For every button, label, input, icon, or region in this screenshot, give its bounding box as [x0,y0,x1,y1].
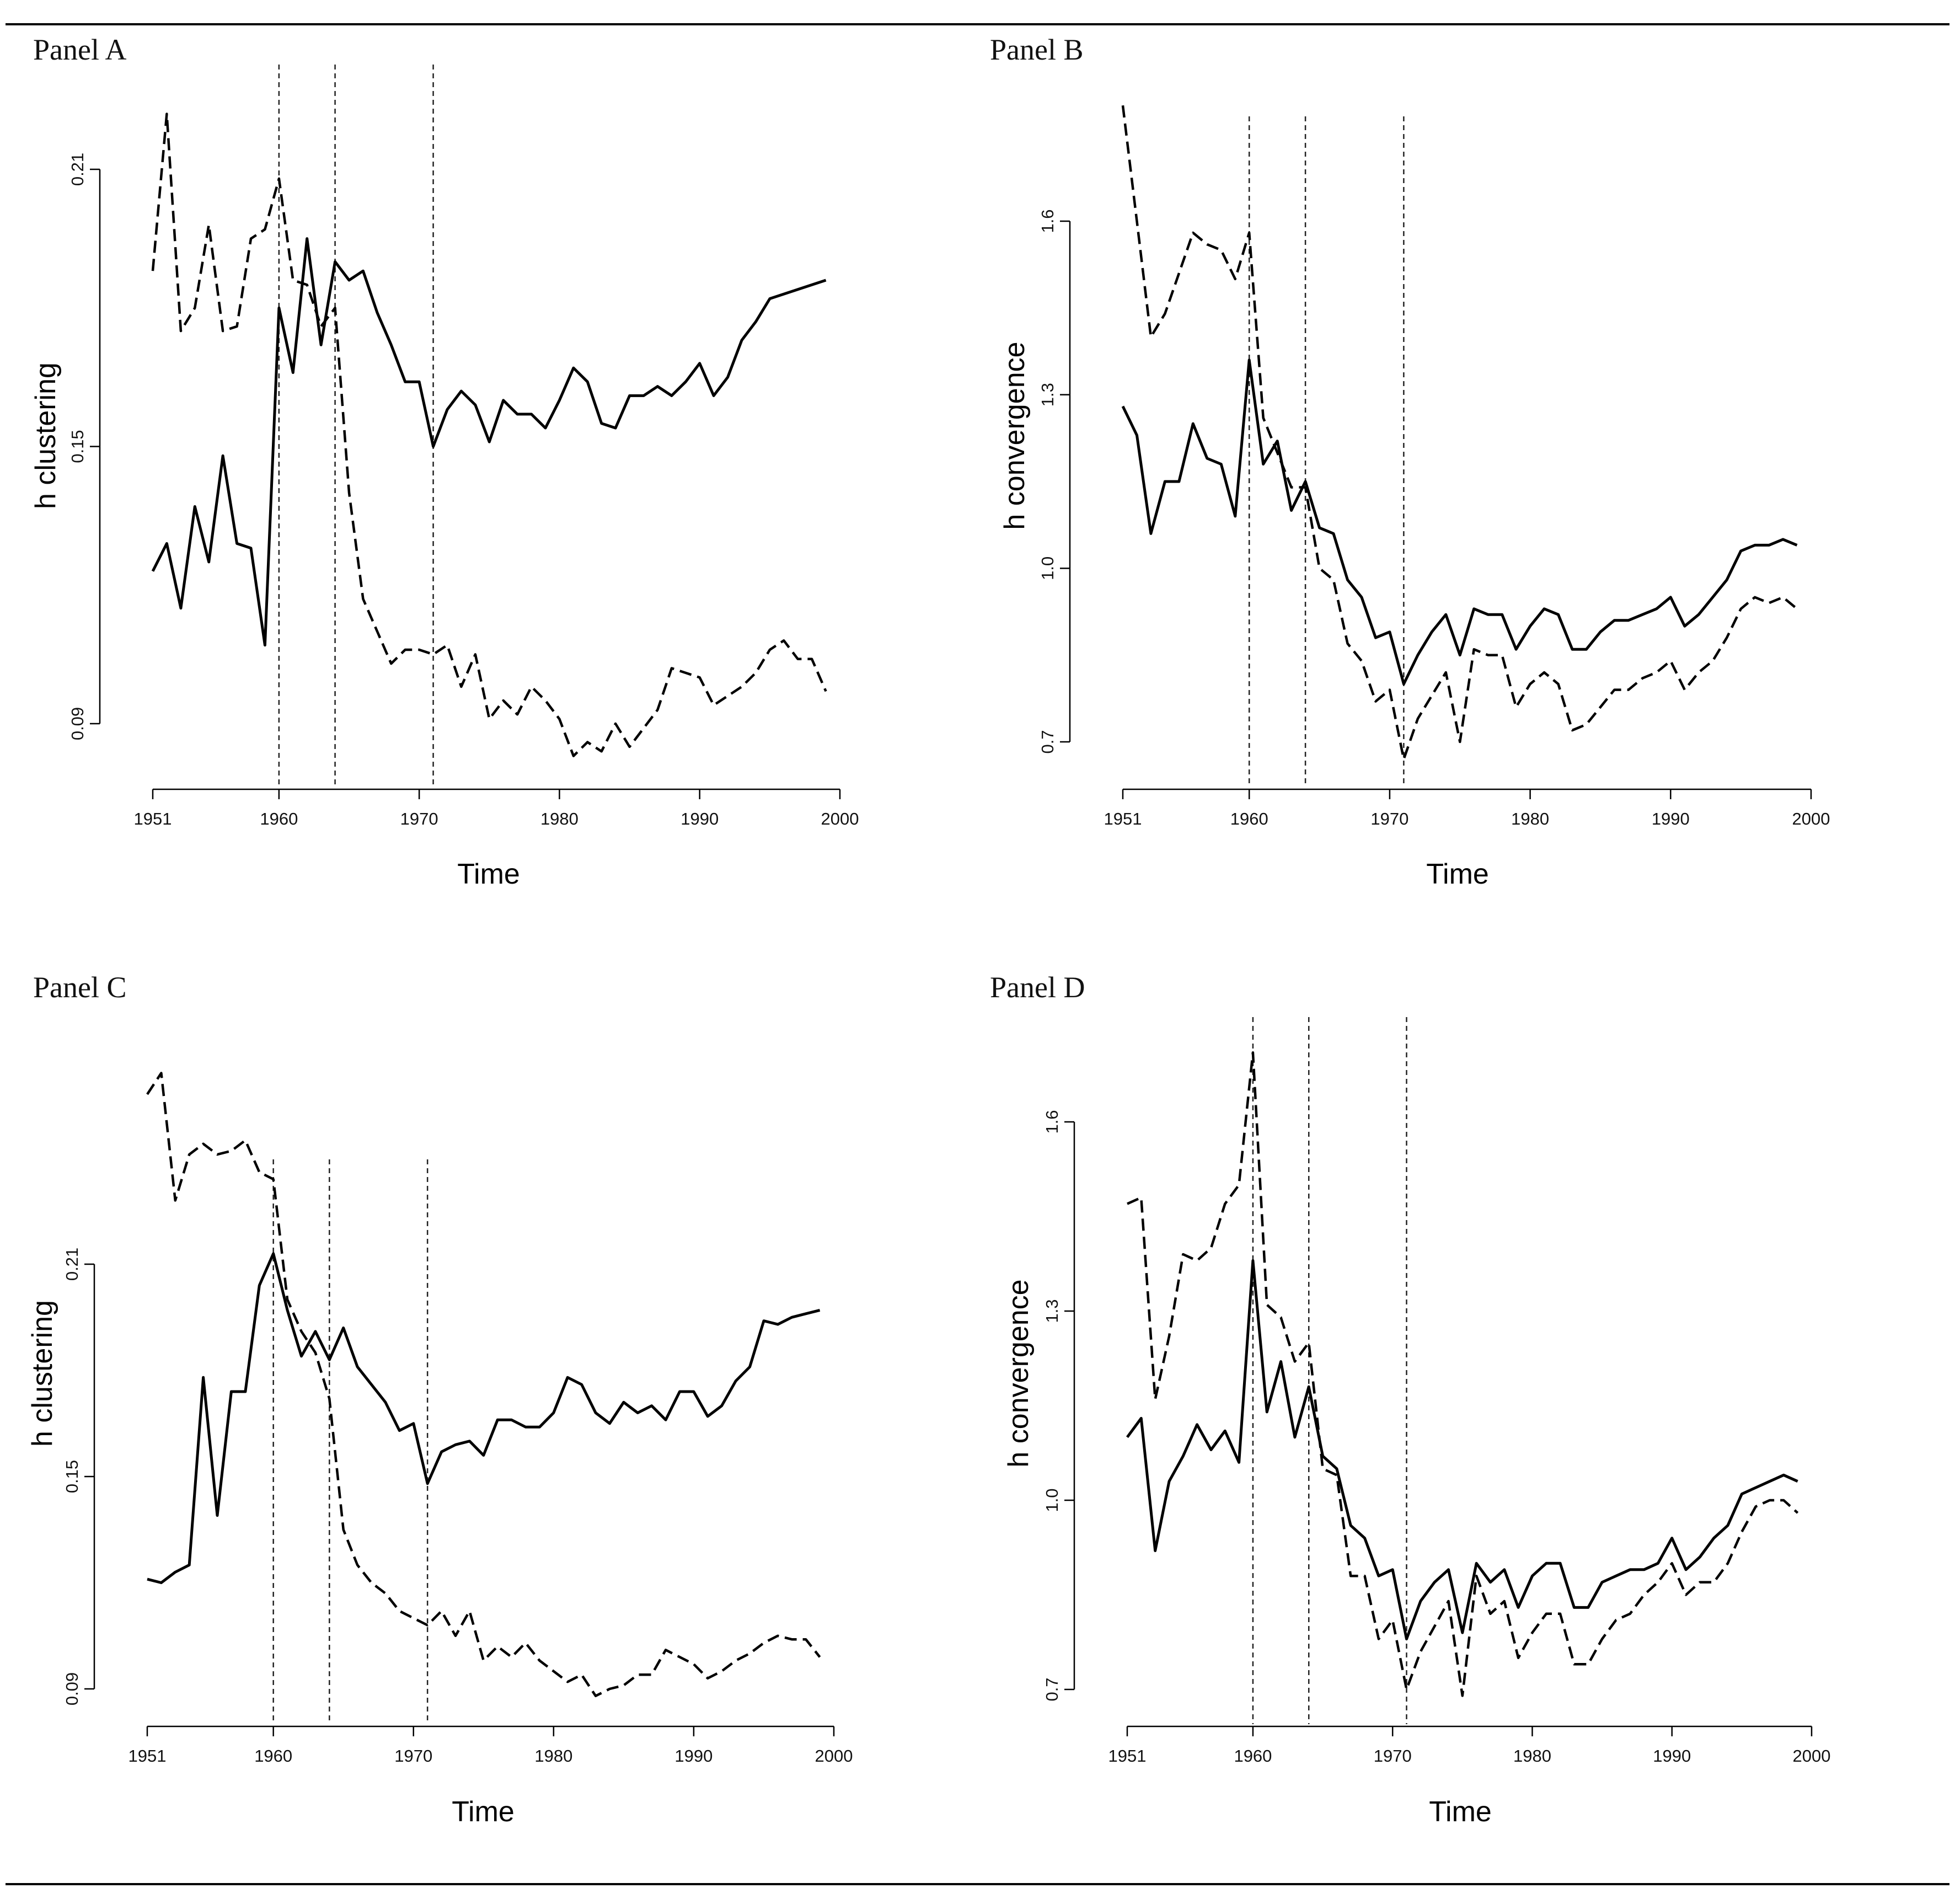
series-line-solid [1121,359,1798,686]
x-tick-label: 1951 [1108,1746,1147,1766]
y-tick-label: 0.15 [62,1460,82,1493]
x-tick-label: 1960 [1234,1746,1272,1766]
x-axis-title: Time [457,858,520,890]
series-line-dashed [1121,105,1798,761]
x-tick-label: 1960 [260,809,298,828]
x-tick-label: 2000 [821,809,859,828]
panel-label: Panel A [33,33,127,66]
vertical-reference-lines [1248,116,1405,787]
y-tick-label: 0.7 [1042,1677,1062,1701]
x-tick-label: 1970 [394,1746,432,1766]
x-tick-label: 1970 [1374,1746,1412,1766]
series-layer [151,113,827,757]
x-tick-label: 1980 [1511,809,1549,828]
x-tick-label: 1960 [254,1746,292,1766]
panel-label: Panel C [33,971,127,1004]
vertical-reference-lines [272,1159,429,1724]
y-tick-label: 0.09 [68,707,87,740]
axes: 1951 1960 1970 1980 1990 2000 0.09 0.15 0.21 [68,153,859,828]
x-tick-label: 1960 [1230,809,1268,828]
y-tick-label: 1.0 [1038,557,1057,580]
series-line-solid [151,237,827,647]
y-axis-title: h convergence [1003,1279,1035,1467]
x-tick-label: 1990 [681,809,719,828]
x-tick-label: 2000 [815,1746,853,1766]
x-axis-title: Time [1429,1796,1492,1828]
series-line-dashed [1127,1051,1799,1697]
x-tick-label: 2000 [1793,1746,1831,1766]
series-line-solid [1126,1259,1798,1640]
y-axis-title: h clustering [26,1300,58,1447]
x-tick-label: 1951 [1104,809,1142,828]
x-axis-title: Time [1426,858,1489,890]
series-line-solid [147,1252,821,1584]
axes: 1951 1960 1970 1980 1990 2000 0.7 1.0 1.3 1.6 [1042,1110,1830,1766]
panel-label: Panel D [990,971,1085,1004]
series-line-dashed [151,113,827,757]
x-tick-label: 1990 [674,1746,713,1766]
x-tick-label: 1951 [134,809,172,828]
x-tick-label: 1980 [534,1746,572,1766]
y-tick-label: 0.7 [1038,730,1057,753]
series-layer [1121,105,1798,761]
axes: 1951 1960 1970 1980 1990 2000 0.7 1.0 1.3 1.6 [1038,209,1830,828]
panel-b: Panel B 1951 1960 1970 1980 1990 2000 0.7 1.0 1.… [990,33,1830,890]
x-tick-label: 1980 [540,809,579,828]
y-axis-title: h clustering [30,362,62,509]
y-tick-label: 0.09 [62,1672,82,1705]
series-layer [146,1072,821,1698]
x-tick-label: 1970 [400,809,438,828]
y-tick-label: 1.0 [1042,1488,1062,1512]
x-tick-label: 1990 [1653,1746,1691,1766]
x-tick-label: 1951 [128,1746,167,1766]
x-tick-label: 2000 [1792,809,1830,828]
y-tick-label: 1.6 [1038,209,1057,233]
x-axis-title: Time [452,1796,515,1828]
x-tick-label: 1980 [1513,1746,1551,1766]
y-tick-label: 0.21 [62,1248,82,1281]
y-tick-label: 1.6 [1042,1110,1062,1133]
y-tick-label: 0.15 [68,430,87,463]
x-tick-label: 1990 [1652,809,1690,828]
vertical-reference-lines [1252,1017,1407,1724]
series-layer [1126,1051,1799,1697]
panel-label: Panel B [990,33,1084,66]
y-axis-title: h convergence [999,341,1031,530]
series-line-dashed [146,1072,821,1698]
axes: 1951 1960 1970 1980 1990 2000 0.09 0.15 0.21 [62,1248,853,1766]
vertical-reference-lines [278,65,434,787]
panel-d: Panel D 1951 1960 1970 1980 1990 2000 0.7 1.0 1.… [990,971,1830,1828]
x-tick-label: 1970 [1370,809,1408,828]
panel-c: Panel C 1951 1960 1970 1980 1990 2000 0.09 0.15… [26,971,853,1828]
y-tick-label: 1.3 [1042,1299,1062,1323]
y-tick-label: 1.3 [1038,383,1057,407]
y-tick-label: 0.21 [68,153,87,186]
panel-a: Panel A 1951 1960 1970 1980 1990 2000 0.09 0.15… [30,33,859,890]
